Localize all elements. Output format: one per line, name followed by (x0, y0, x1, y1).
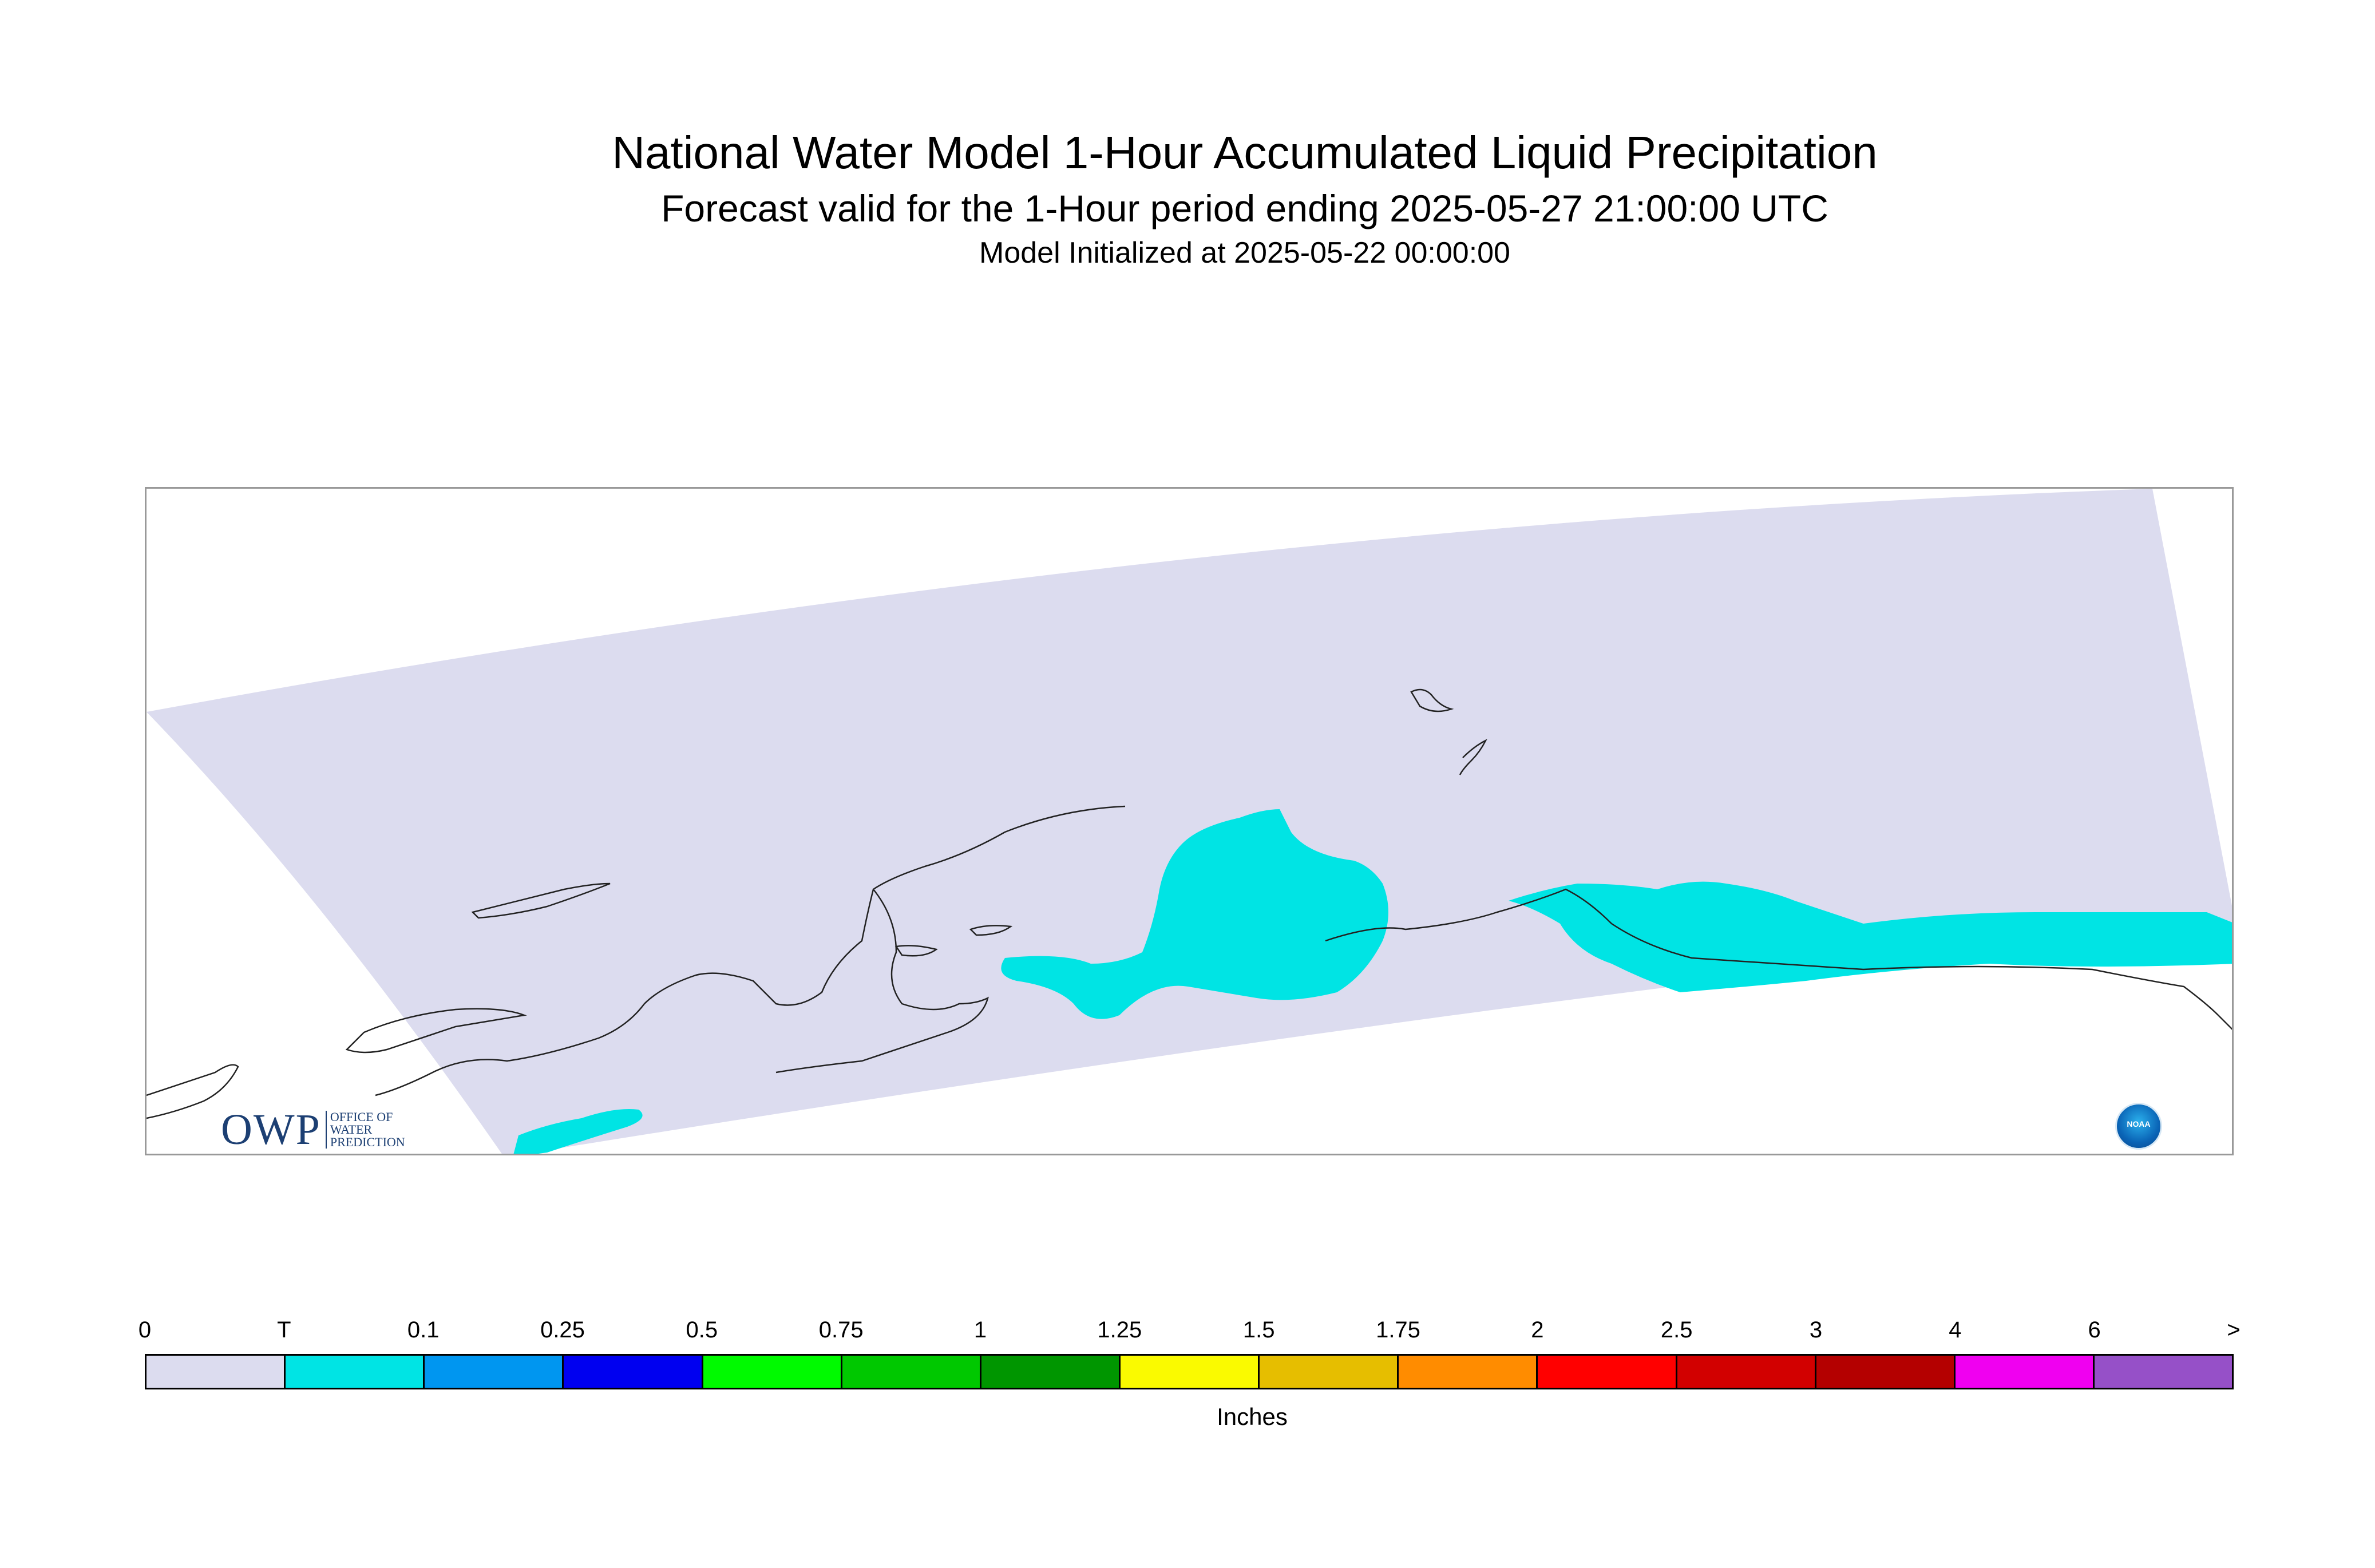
coastline-northwest-spit (471, 882, 611, 919)
coastline-island-mid-1 (969, 925, 1013, 936)
map-title: National Water Model 1-Hour Accumulated … (612, 127, 1878, 178)
legend-tick-label: T (277, 1317, 291, 1343)
legend-swatch (425, 1356, 564, 1388)
legend-swatch (147, 1356, 286, 1388)
model-init-subtitle: Model Initialized at 2025-05-22 00:00:00 (979, 236, 1510, 270)
legend-swatch (1260, 1356, 1399, 1388)
legend-tick-label: 6 (2088, 1317, 2101, 1343)
legend-swatch (842, 1356, 981, 1388)
owp-logo-subtext: OFFICE OF WATER PREDICTION (325, 1110, 405, 1149)
legend-swatch (1677, 1356, 1816, 1388)
legend-tick-label: 0 (138, 1317, 152, 1343)
coastline-gulf (1325, 888, 2232, 1030)
legend-tick-label: 1.25 (1097, 1317, 1142, 1343)
coastline-mainland (375, 805, 1126, 1096)
noaa-logo-icon: NOAA (2115, 1103, 2162, 1150)
legend-swatch (1538, 1356, 1677, 1388)
legend-units-label: Inches (1217, 1403, 1288, 1430)
legend-tick-label: 0.5 (686, 1317, 718, 1343)
legend-swatch (2094, 1356, 2232, 1388)
legend-swatch (564, 1356, 703, 1388)
title-block: National Water Model 1-Hour Accumulated … (0, 123, 2375, 272)
owp-logo-line-3: PREDICTION (330, 1135, 405, 1149)
legend-tick-label: 0.1 (407, 1317, 440, 1343)
legend-tick-label: 1.75 (1376, 1317, 1420, 1343)
legend-tick-label: 2.5 (1660, 1317, 1693, 1343)
forecast-valid-subtitle: Forecast valid for the 1-Hour period end… (661, 187, 1828, 229)
owp-logo: OWP OFFICE OF WATER PREDICTION (221, 1105, 405, 1154)
map-canvas (147, 489, 2232, 1154)
coastline-island-north-2 (1459, 739, 1487, 775)
color-legend: 0 T 0.1 0.25 0.5 0.75 1 1.25 1.5 1.75 2 2.5 3 4 6 > Inc… (138, 1316, 2241, 1454)
legend-tick-label: > (2227, 1317, 2241, 1343)
legend-tick-label: 0.75 (818, 1317, 864, 1343)
coastline-southwest-corner (147, 1064, 239, 1119)
legend-swatch (1120, 1356, 1260, 1388)
coastline-island-north-1 (1410, 688, 1454, 712)
owp-logo-line-1: OFFICE OF (330, 1110, 393, 1124)
owp-logo-line-2: WATER (330, 1122, 373, 1137)
coastline-southwest-island (345, 1008, 527, 1054)
legend-tick-label: 0.25 (540, 1317, 585, 1343)
model-domain (147, 489, 2232, 1154)
coastline-peninsula (775, 889, 989, 1074)
legend-swatch (1955, 1356, 2095, 1388)
legend-tick-label: 1 (973, 1317, 987, 1343)
coastline-island-mid-2 (894, 945, 938, 957)
precip-area-southwest (513, 1109, 643, 1154)
legend-colorbar (145, 1354, 2234, 1389)
precip-area-east (1509, 881, 2232, 992)
owp-logo-text: OWP (221, 1105, 321, 1154)
legend-swatch (286, 1356, 425, 1388)
precip-area-central (1001, 809, 1388, 1019)
legend-tick-label: 2 (1531, 1317, 1544, 1343)
legend-tick-label: 3 (1809, 1317, 1823, 1343)
legend-swatch (981, 1356, 1121, 1388)
legend-swatch (1399, 1356, 1538, 1388)
noaa-logo-text: NOAA (2127, 1119, 2151, 1129)
legend-tick-label: 1.5 (1242, 1317, 1275, 1343)
legend-swatch (703, 1356, 842, 1388)
precipitation-map: OWP OFFICE OF WATER PREDICTION NOAA (145, 487, 2234, 1155)
legend-tick-label: 4 (1949, 1317, 1962, 1343)
legend-swatch (1816, 1356, 1956, 1388)
